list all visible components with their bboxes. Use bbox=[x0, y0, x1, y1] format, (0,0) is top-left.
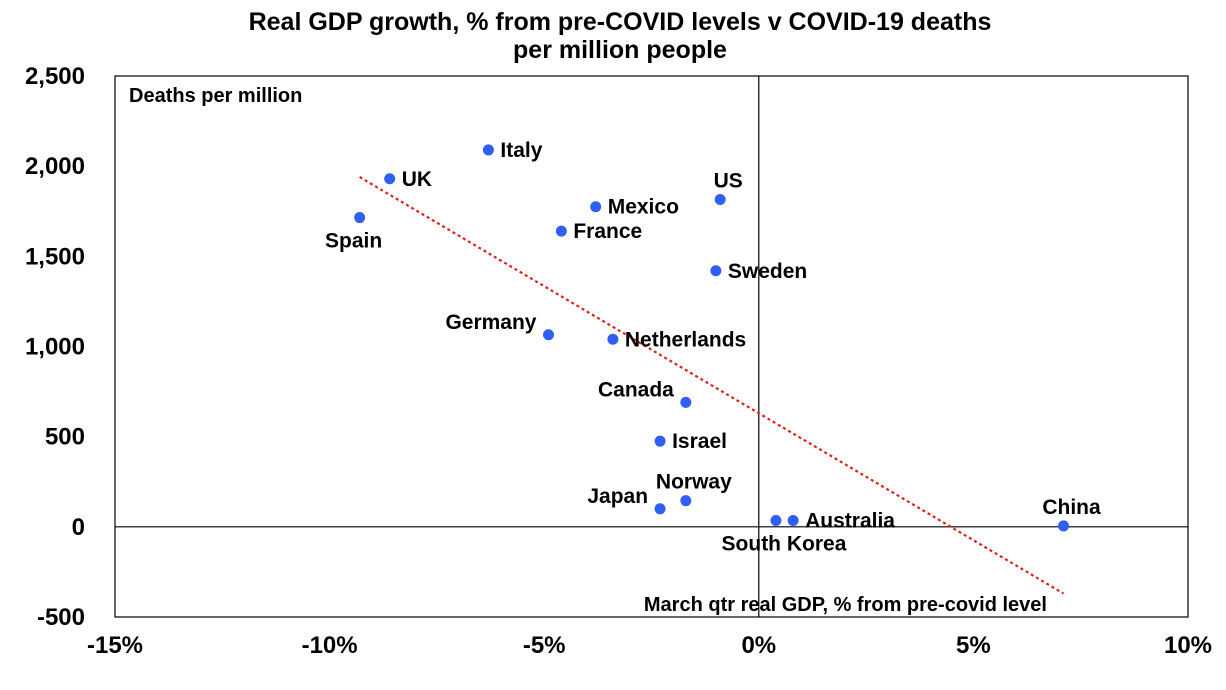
point-label: China bbox=[1042, 496, 1101, 519]
chart-title-line-1: Real GDP growth, % from pre-COVID levels… bbox=[248, 8, 992, 36]
point-japan bbox=[654, 503, 666, 515]
point-norway bbox=[680, 495, 692, 507]
point-italy bbox=[482, 144, 494, 156]
point-label: France bbox=[573, 220, 642, 243]
point-france bbox=[555, 225, 567, 237]
point-israel bbox=[654, 435, 666, 447]
y-axis-label: Deaths per million bbox=[129, 85, 302, 107]
point-label: Spain bbox=[325, 230, 382, 253]
y-tick-label: 2,000 bbox=[25, 153, 85, 180]
trendline bbox=[359, 176, 1065, 595]
x-tick-label: -5% bbox=[523, 632, 566, 659]
point-label: Norway bbox=[656, 471, 732, 494]
point-label: UK bbox=[402, 168, 432, 191]
x-tick-label: -15% bbox=[87, 632, 143, 659]
x-axis-label: March qtr real GDP, % from pre-covid lev… bbox=[644, 594, 1047, 616]
point-label: South Korea bbox=[722, 533, 847, 556]
y-tick-label: 500 bbox=[45, 424, 85, 451]
y-tick-label: 1,500 bbox=[25, 243, 85, 270]
plot-frame bbox=[114, 75, 1189, 618]
x-tick-label: -10% bbox=[302, 632, 358, 659]
point-label: Netherlands bbox=[625, 328, 746, 351]
point-canada bbox=[680, 396, 692, 408]
point-label: Israel bbox=[672, 430, 727, 453]
point-uk bbox=[384, 173, 396, 185]
x-tick-label: 5% bbox=[956, 632, 991, 659]
point-china bbox=[1058, 520, 1070, 532]
point-label: Italy bbox=[500, 139, 542, 162]
y-tick-label: 0 bbox=[72, 514, 85, 541]
point-sweden bbox=[710, 265, 722, 277]
y-tick-label: -500 bbox=[37, 604, 85, 631]
point-label: Sweden bbox=[728, 260, 807, 283]
point-label: Canada bbox=[598, 378, 674, 401]
y-tick-label: 2,500 bbox=[25, 63, 85, 90]
chart-title: Real GDP growth, % from pre-COVID levels… bbox=[0, 8, 1226, 64]
axes bbox=[114, 75, 1189, 618]
point-label: Mexico bbox=[608, 196, 679, 219]
point-netherlands bbox=[607, 333, 619, 345]
points-group bbox=[354, 144, 1070, 532]
point-us bbox=[714, 194, 726, 206]
point-australia bbox=[787, 515, 799, 527]
point-label: Japan bbox=[587, 485, 648, 508]
x-tick-label: 0% bbox=[741, 632, 776, 659]
point-label: US bbox=[714, 170, 743, 193]
point-label: Germany bbox=[445, 311, 536, 334]
point-label: Australia bbox=[805, 510, 895, 533]
point-germany bbox=[542, 329, 554, 341]
point-south-korea bbox=[770, 515, 782, 527]
point-spain bbox=[354, 212, 366, 224]
y-tick-label: 1,000 bbox=[25, 334, 85, 361]
tick-labels-group: -500 0 500 1,000 1,500 2,000 2,500 -15% -10% -5% 0… bbox=[25, 63, 1212, 659]
x-tick-label: 10% bbox=[1164, 632, 1212, 659]
point-mexico bbox=[590, 201, 602, 213]
trendline-group bbox=[359, 176, 1065, 595]
chart-title-line-2: per million people bbox=[513, 36, 727, 64]
